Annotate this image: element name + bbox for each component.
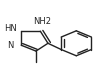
Text: NH2: NH2 — [33, 17, 52, 26]
Text: HN: HN — [4, 24, 17, 33]
Text: N: N — [7, 41, 14, 50]
